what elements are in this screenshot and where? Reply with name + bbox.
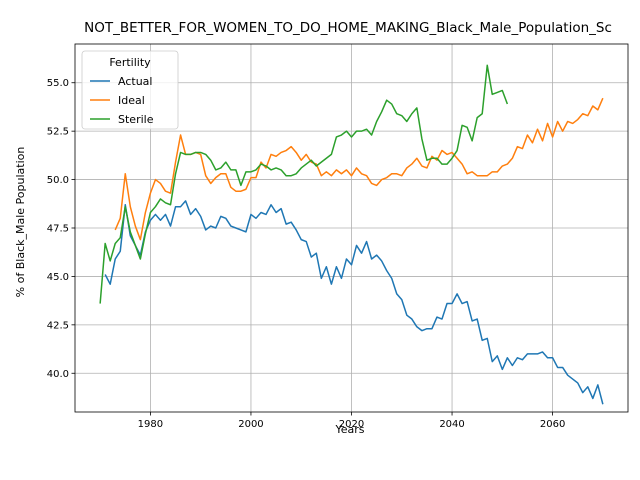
x-tick-label: 2060 [540,419,565,430]
x-axis: 1980 2000 2020 2040 2060 [138,412,565,430]
y-tick-label: 45.0 [47,272,69,283]
grid-lines [75,44,628,412]
y-tick-label: 47.5 [47,224,69,235]
y-axis: 40.0 42.5 45.0 47.5 50.0 52.5 55.0 [47,78,75,380]
chart-title: NOT_BETTER_FOR_WOMEN_TO_DO_HOME_MAKING_B… [84,20,612,36]
legend-title: Fertility [109,56,151,69]
y-tick-label: 50.0 [47,175,69,186]
series-line-actual [104,200,604,405]
y-tick-label: 55.0 [47,78,69,89]
legend-label-actual: Actual [118,75,152,88]
legend-label-ideal: Ideal [118,94,145,107]
series-line-sterile [99,64,509,304]
legend-label-sterile: Sterile [118,113,154,126]
x-tick-label: 2000 [238,419,263,430]
x-tick-label: 1980 [138,419,163,430]
y-tick-label: 40.0 [47,369,69,380]
y-tick-label: 42.5 [47,320,69,331]
x-tick-label: 2040 [439,419,464,430]
legend: Fertility Actual Ideal Sterile [81,50,179,130]
legend-box [81,50,179,130]
x-axis-label: Years [334,423,364,436]
y-tick-label: 52.5 [47,127,69,138]
y-axis-label: % of Black_Male Population [14,147,27,298]
x-tick-label: 2020 [339,419,364,430]
series-layer [99,64,604,405]
